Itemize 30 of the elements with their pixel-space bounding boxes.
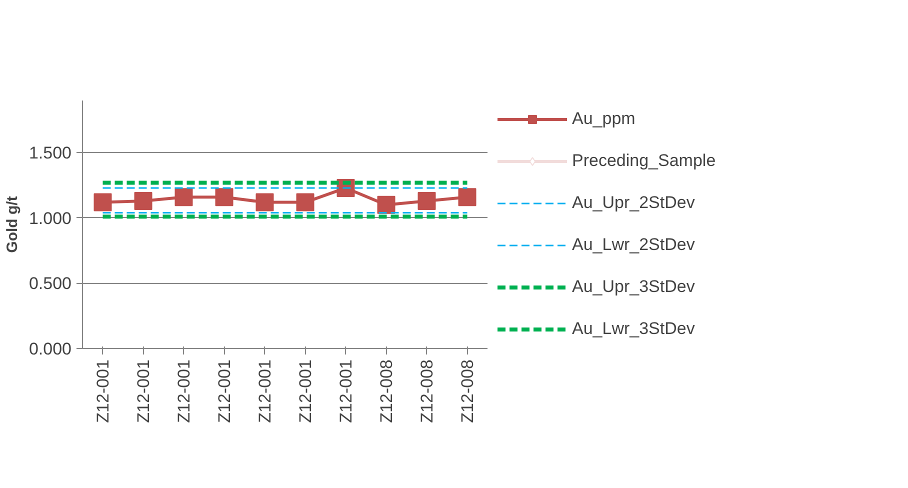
point bbox=[296, 193, 314, 212]
x-tick-label: Z12-008 bbox=[417, 359, 436, 423]
point bbox=[94, 193, 112, 212]
point bbox=[174, 188, 193, 206]
x-tick-label: Z12-008 bbox=[458, 359, 477, 423]
x-tick-label: Z12-008 bbox=[376, 359, 396, 423]
y-tick-label: 0.500 bbox=[28, 274, 72, 294]
legend-label: Au_ppm bbox=[572, 109, 636, 129]
point bbox=[256, 193, 274, 212]
point bbox=[134, 192, 152, 210]
legend-label: Au_Lwr_3StDev bbox=[572, 319, 695, 339]
point bbox=[377, 196, 396, 214]
x-tick-label: Z12-001 bbox=[336, 359, 356, 423]
legend-label: Au_Upr_3StDev bbox=[572, 277, 695, 297]
x-tick-label: Z12-001 bbox=[255, 359, 274, 423]
point bbox=[215, 188, 234, 206]
x-tick-label: Z12-001 bbox=[174, 359, 194, 423]
y-tick-label: 1.500 bbox=[28, 144, 72, 163]
x-tick-label: Z12-001 bbox=[214, 359, 234, 423]
legend-label: Preceding_Sample bbox=[572, 151, 716, 171]
legend-label: Au_Upr_2StDev bbox=[572, 193, 695, 213]
legend-label: Au_Lwr_2StDev bbox=[572, 235, 695, 255]
point bbox=[418, 192, 436, 210]
x-tick-label: Z12-001 bbox=[93, 359, 112, 423]
x-tick-label: Z12-001 bbox=[134, 359, 153, 423]
y-axis-title: Gold g/t bbox=[4, 196, 21, 253]
y-tick-label: 0.000 bbox=[28, 340, 72, 358]
point bbox=[458, 188, 476, 206]
x-tick-label: Z12-001 bbox=[296, 359, 315, 423]
y-tick-label: 1.000 bbox=[28, 208, 72, 228]
